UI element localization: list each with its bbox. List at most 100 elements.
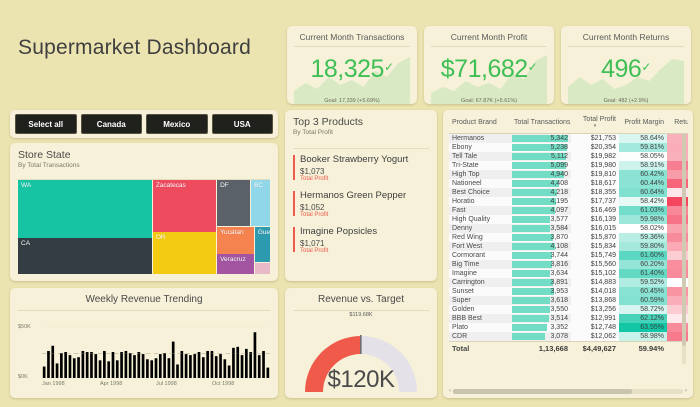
cell-product-brand: Red Wing — [449, 233, 511, 242]
gauge-chart[interactable] — [295, 316, 427, 394]
top-product-item[interactable]: Booker Strawberry Yogurt $1,073 Total Prof… — [293, 154, 429, 182]
kpi-card-transactions[interactable]: Current Month Transactions 18,325✓ Goal:… — [287, 26, 417, 104]
treemap-tile-df[interactable]: DF — [217, 180, 250, 227]
data-bar — [512, 153, 566, 160]
treemap-tile-yucatan[interactable]: Yucatan — [217, 226, 254, 254]
cell-total-transactions: 5,238 — [511, 143, 571, 152]
kpi-card-returns[interactable]: Current Month Returns 496✓ Goal: 482 (+2… — [561, 26, 691, 104]
cell-total-transactions: 3,634 — [511, 269, 571, 278]
total-profit: $4,49,627 — [571, 341, 619, 355]
col-product-brand[interactable]: Product Brand — [449, 114, 511, 134]
col-total-transactions[interactable]: Total Transactions — [511, 114, 571, 134]
cell-value: 3,584 — [550, 225, 568, 232]
x-axis-tick-2: Jul 1998 — [156, 381, 177, 387]
cell-product-brand: Cormorant — [449, 251, 511, 260]
slicer-button-usa[interactable]: USA — [211, 114, 273, 134]
weekly-revenue-bar-chart[interactable] — [42, 326, 270, 378]
scrollbar-thumb[interactable] — [682, 134, 686, 346]
cell-return-rate: 1.07 — [667, 206, 688, 215]
cell-profit-margin: 58.98% — [619, 332, 667, 342]
data-bar — [512, 261, 553, 268]
col-profit-margin[interactable]: Profit Margin — [619, 114, 667, 134]
treemap-tile-ca[interactable]: CA — [18, 238, 152, 274]
cell-total-profit: $19,982 — [571, 152, 619, 161]
top-product-item[interactable]: Imagine Popsicles $1,071 Total Profit — [293, 226, 429, 254]
slicer-button-select-all[interactable]: Select all — [15, 114, 77, 134]
scrollbar-thumb[interactable] — [453, 388, 633, 394]
top-product-item[interactable]: Hermanos Green Pepper $1,052 Total Profit — [293, 190, 429, 218]
slicer-button-mexico[interactable]: Mexico — [146, 114, 208, 134]
treemap-tile-or[interactable]: OR — [152, 232, 216, 274]
cell-value: 4,097 — [550, 207, 568, 214]
data-bar — [512, 270, 551, 277]
cell-total-transactions: 3,078 — [511, 332, 571, 342]
cell-value: 3,816 — [550, 261, 568, 268]
kpi-card-profit[interactable]: Current Month Profit $71,682✓ Goal: 67.8… — [424, 26, 554, 104]
scrollbar-track[interactable] — [453, 388, 683, 394]
cell-product-brand: Super — [449, 296, 511, 305]
col-total-profit[interactable]: Total Profit ▾ — [571, 114, 619, 134]
cell-product-brand: Denny — [449, 224, 511, 233]
table-vertical-scrollbar[interactable] — [682, 134, 686, 364]
cell-return-rate: 1.06 — [667, 323, 688, 332]
cell-total-profit: $13,868 — [571, 296, 619, 305]
cell-return-rate: 0.96 — [667, 143, 688, 152]
x-axis-tick-1: Apr 1998 — [100, 381, 123, 387]
scroll-left-icon[interactable]: ‹ — [449, 388, 451, 394]
cell-return-rate: 1.01 — [667, 170, 688, 179]
treemap-tile-veracruz[interactable]: Veracruz — [217, 254, 254, 274]
cell-profit-margin: 62.12% — [619, 314, 667, 323]
cell-product-brand: Fast — [449, 206, 511, 215]
cell-product-brand: Imagine — [449, 269, 511, 278]
treemap-tile-zacatecas[interactable]: Zacatecas — [152, 180, 216, 232]
treemap-tile[interactable] — [254, 262, 270, 274]
treemap-tile-label: CA — [21, 240, 31, 248]
col-return-rate[interactable]: Return Rate — [667, 114, 688, 134]
cell-profit-margin: 63.55% — [619, 323, 667, 332]
scroll-right-icon[interactable]: › — [685, 388, 687, 394]
cell-profit-margin: 60.44% — [619, 179, 667, 188]
cell-product-brand: Best Choice — [449, 188, 511, 197]
cell-total-profit: $14,883 — [571, 278, 619, 287]
cell-total-transactions: 3,577 — [511, 215, 571, 224]
table-viewport[interactable]: Product Brand Total Transactions Total P… — [449, 114, 688, 386]
kpi-body: 496✓ Goal: 482 (+2.9%) — [568, 47, 684, 104]
treemap-tile-bc[interactable]: BC — [251, 180, 270, 227]
cell-profit-margin: 59.98% — [619, 215, 667, 224]
treemap-tile-label: Veracruz — [220, 256, 246, 264]
cell-total-profit: $18,355 — [571, 188, 619, 197]
cell-profit-margin: 60.42% — [619, 170, 667, 179]
treemap-tile-wa[interactable]: WA — [18, 180, 152, 239]
revenue-vs-target-card: Revenue vs. Target $119.68K $120K — [285, 288, 437, 398]
treemap-tile-guerr[interactable]: Guerr... — [254, 226, 270, 263]
slicer-button-canada[interactable]: Canada — [80, 114, 142, 134]
table-horizontal-scrollbar[interactable]: ‹ › — [449, 387, 687, 395]
cell-profit-margin: 60.20% — [619, 260, 667, 269]
treemap-tile-label: OR — [155, 234, 166, 242]
cell-total-transactions: 4,108 — [511, 242, 571, 251]
page-title: Supermarket Dashboard — [18, 36, 251, 59]
